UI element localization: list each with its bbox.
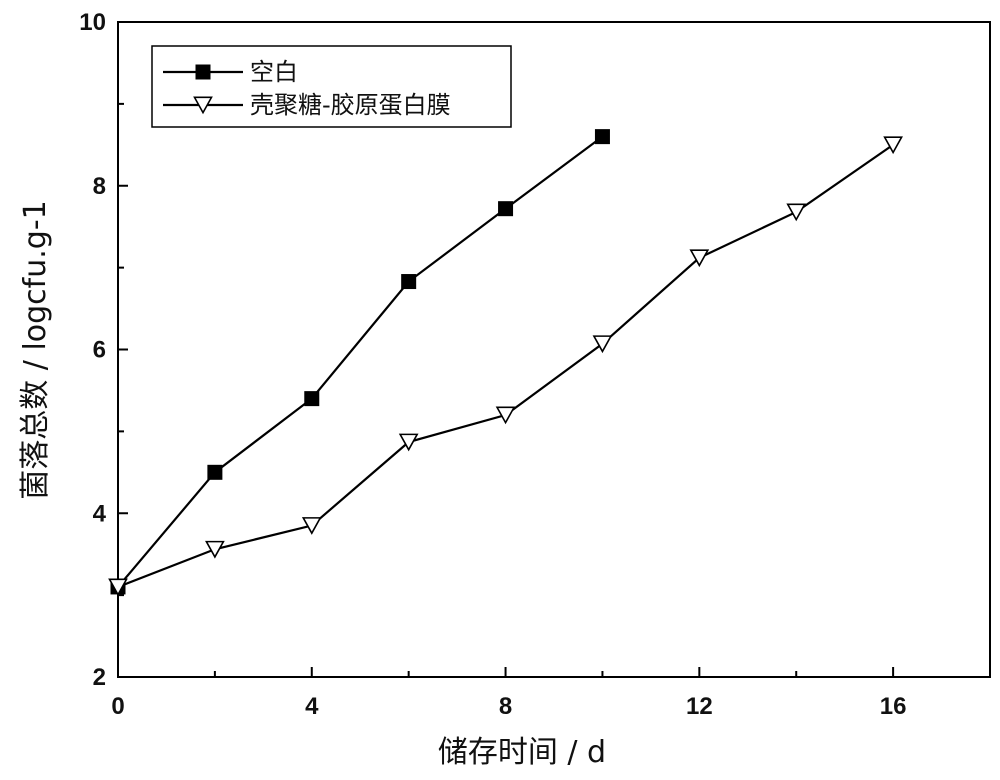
data-point-square: [207, 464, 223, 480]
legend-samples: [163, 64, 243, 115]
data-point-square: [401, 274, 417, 290]
legend: 空白 壳聚糖-胶原蛋白膜: [151, 45, 512, 128]
legend-marker-triangle: [193, 96, 213, 115]
x-tick-label: 16: [880, 693, 907, 720]
y-tick-label: 8: [93, 173, 106, 200]
axis-ticks: 0 4 8 12 16 2 4 6 8 10: [79, 9, 991, 720]
y-tick-label: 6: [93, 337, 106, 364]
y-tick-label: 10: [79, 9, 106, 36]
data-point-triangle: [883, 136, 903, 155]
y-axis-title: 菌落总数 / logcfu.g-1: [18, 200, 53, 499]
data-point-square: [498, 201, 514, 217]
y-tick-label: 2: [93, 664, 106, 691]
data-point-square: [594, 129, 610, 145]
data-point-triangle: [786, 203, 807, 222]
data-point-square: [304, 391, 320, 407]
data-point-triangle: [108, 578, 128, 597]
data-point-triangle: [495, 406, 516, 425]
x-axis-title: 储存时间 / d: [438, 735, 606, 770]
legend-marker-square: [195, 64, 211, 80]
x-tick-label: 0: [111, 693, 124, 720]
x-tick-label: 8: [499, 693, 512, 720]
data-point-triangle: [205, 540, 225, 559]
data-point-triangle: [301, 517, 322, 535]
data-point-triangle: [398, 433, 419, 452]
series-markers: [108, 129, 903, 597]
legend-frame: [151, 45, 512, 128]
y-tick-label: 4: [93, 500, 107, 527]
x-tick-label: 4: [305, 693, 319, 720]
legend-label-film: 壳聚糖-胶原蛋白膜: [250, 91, 451, 119]
series-line-0: [117, 135, 604, 588]
legend-label-blank: 空白: [250, 58, 298, 86]
data-point-triangle: [689, 249, 710, 268]
x-tick-label: 12: [686, 693, 713, 720]
data-point-triangle: [592, 335, 613, 354]
